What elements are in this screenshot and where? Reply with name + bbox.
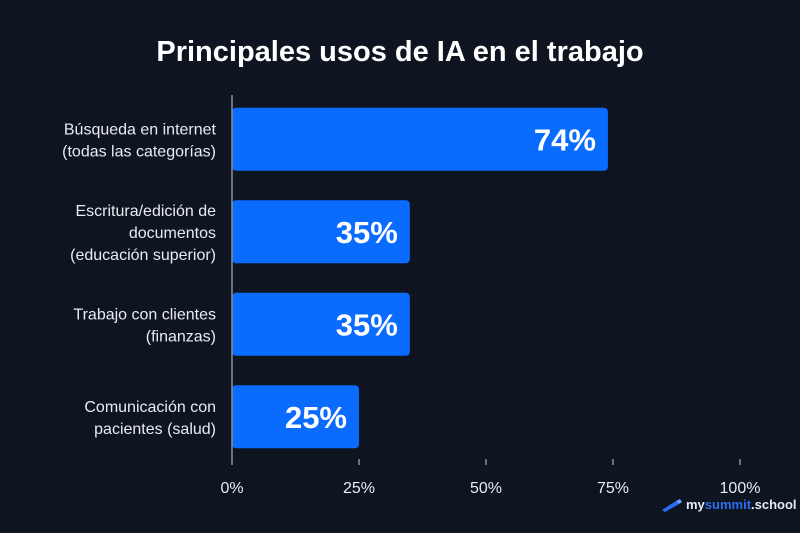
- chart-title: Principales usos de IA en el trabajo: [156, 36, 644, 68]
- category-label: (educación superior): [70, 247, 216, 264]
- bar: [232, 200, 410, 264]
- data-label: 35%: [336, 215, 398, 250]
- bar: [232, 292, 410, 356]
- x-tick-label: 100%: [720, 480, 761, 497]
- logo-text-summit: summit: [704, 497, 752, 512]
- data-label: 35%: [336, 307, 398, 342]
- data-label: 25%: [285, 400, 347, 435]
- category-label: (finanzas): [146, 328, 216, 345]
- x-tick-label: 75%: [597, 480, 629, 497]
- logo: mysummit.school: [660, 497, 797, 512]
- category-label: (todas las categorías): [62, 143, 216, 160]
- category-label: Escritura/edición de: [75, 203, 216, 220]
- category-label: Comunicación con: [84, 399, 216, 416]
- x-tick-label: 50%: [470, 480, 502, 497]
- category-label: Búsqueda en internet: [64, 121, 217, 138]
- telescope-icon: [662, 498, 682, 512]
- logo-text-my: my: [686, 497, 705, 512]
- bar: [232, 107, 608, 171]
- bar: [232, 385, 359, 449]
- data-label: 74%: [534, 122, 596, 157]
- category-label: pacientes (salud): [94, 421, 216, 438]
- x-tick-label: 0%: [220, 480, 243, 497]
- logo-text-school: .school: [751, 497, 797, 512]
- x-tick-label: 25%: [343, 480, 375, 497]
- category-label: Trabajo con clientes: [73, 306, 216, 323]
- category-label: documentos: [129, 225, 216, 242]
